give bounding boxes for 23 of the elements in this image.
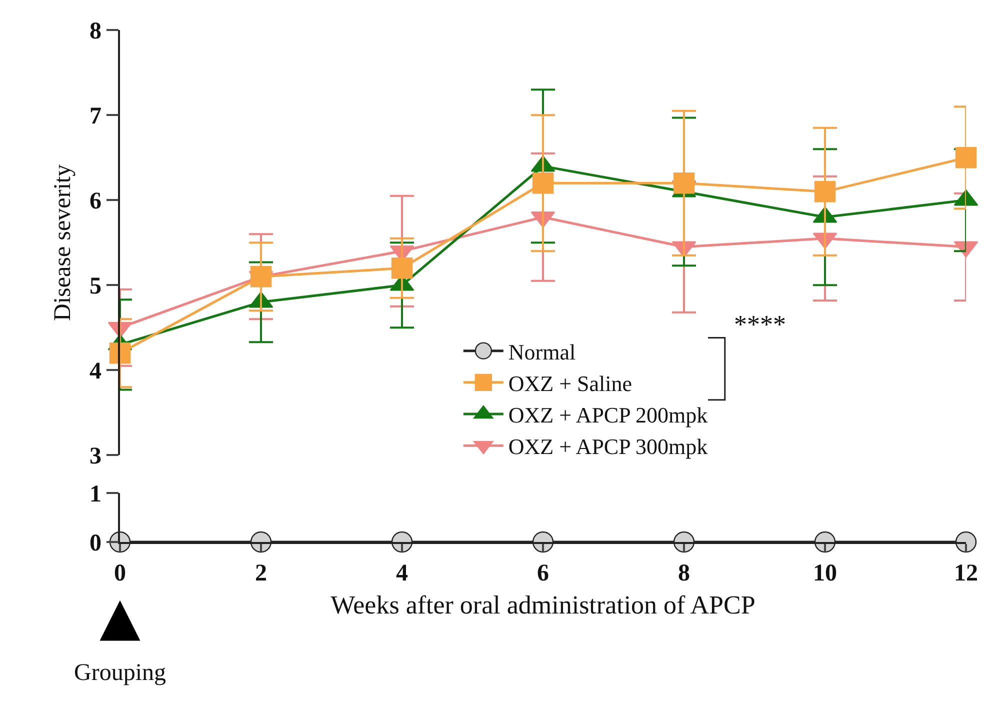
y-tick-label: 4 (89, 358, 102, 385)
annotation: **** (734, 310, 786, 339)
y-tick-label: 6 (89, 188, 102, 215)
legend-label: OXZ + APCP 300mpk (508, 434, 708, 460)
y-tick-label: 0 (89, 530, 102, 556)
legend-label: Normal (508, 339, 576, 364)
legend-label: OXZ + APCP 200mpk (508, 402, 708, 428)
x-tick-label: 0 (114, 560, 126, 587)
y-tick-label: 1 (89, 481, 102, 508)
x-tick-label: 4 (396, 560, 408, 587)
x-tick-label: 10 (813, 560, 837, 587)
text: Grouping (74, 660, 166, 686)
y-tick-label: 8 (89, 18, 102, 45)
x-tick-label: 12 (954, 560, 978, 587)
x-axis-title: Weeks after oral administration of APCP (330, 590, 756, 620)
x-tick-label: 2 (255, 560, 267, 587)
x-tick-label: 6 (537, 560, 549, 587)
x-tick-label: 8 (678, 560, 690, 587)
y-tick-label: 7 (89, 104, 102, 130)
legend-label: OXZ + Saline (508, 371, 632, 396)
y-tick-label: 3 (89, 444, 102, 470)
y-tick-label: 5 (89, 274, 102, 300)
y-axis-title: Disease severity (50, 164, 76, 321)
